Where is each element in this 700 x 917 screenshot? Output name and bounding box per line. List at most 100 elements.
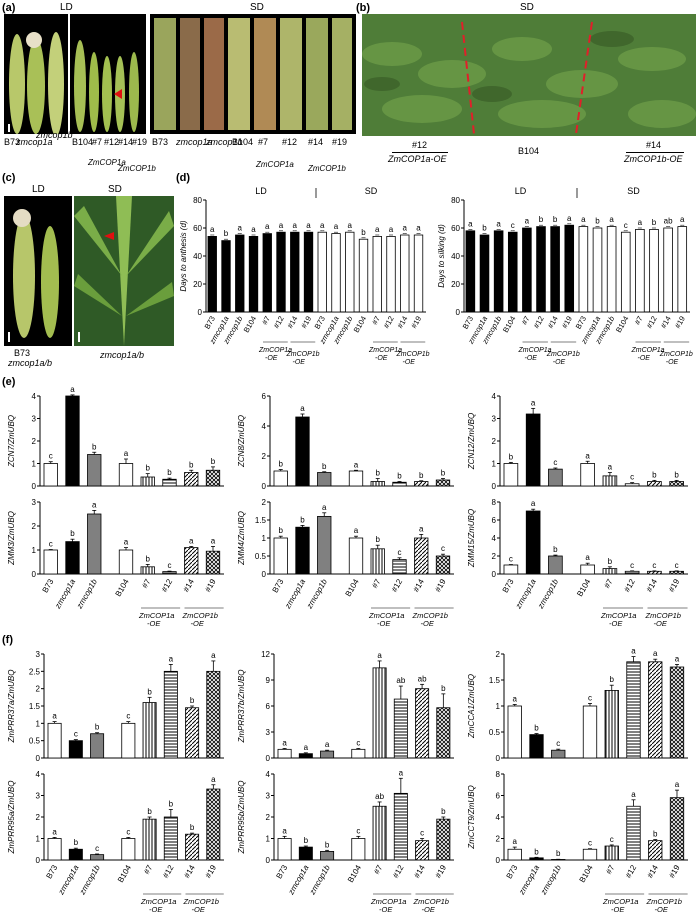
y-tick-label: 1 xyxy=(496,702,501,711)
significance-letter: b xyxy=(146,464,151,473)
bar xyxy=(140,566,155,575)
significance-letter: c xyxy=(630,561,634,570)
bar xyxy=(551,749,566,759)
significance-letter: a xyxy=(416,224,421,233)
bar xyxy=(582,705,598,759)
y-tick-label: 1 xyxy=(36,719,41,728)
y-tick-label: 0 xyxy=(32,570,37,579)
significance-letter: b xyxy=(441,807,446,816)
significance-letter: c xyxy=(630,473,634,482)
bar xyxy=(436,818,451,861)
bar xyxy=(317,231,327,313)
bar xyxy=(525,510,541,575)
bar xyxy=(317,515,332,575)
significance-letter: b xyxy=(553,545,558,554)
significance-letter: a xyxy=(631,647,636,656)
x-tick-label: #12 xyxy=(624,863,639,880)
group-label-b-oe: -OE xyxy=(655,905,669,914)
group-label-a: ZmCOP1a xyxy=(258,347,292,354)
panel-b-left-name: ZmCOP1a-OE xyxy=(388,154,447,164)
significance-letter: c xyxy=(675,561,679,570)
significance-letter: b xyxy=(482,224,487,233)
significance-letter: a xyxy=(496,219,501,228)
x-tick-label: #7 xyxy=(140,577,153,590)
y-tick-label: 80 xyxy=(193,196,202,205)
significance-letter: b xyxy=(419,471,424,480)
y-tick-label: 12 xyxy=(261,650,270,659)
bar xyxy=(578,226,589,313)
y-tick-label: 1.5 xyxy=(29,702,41,711)
significance-letter: c xyxy=(420,829,424,838)
y-tick-label: 2 xyxy=(32,522,37,531)
group-label-a: ZmCOP1a xyxy=(368,611,404,620)
group-label-b-oe: -OE xyxy=(421,619,435,628)
x-tick-label: #19 xyxy=(673,315,687,330)
significance-letter: a xyxy=(189,536,194,545)
significance-letter: a xyxy=(293,221,298,230)
panel-a-ld-label-8: #19 xyxy=(132,137,148,147)
group-label-a-oe: -OE xyxy=(147,619,161,628)
significance-letter: b xyxy=(146,554,151,563)
panel-a-ld-label-5: #7 xyxy=(92,137,103,147)
bar xyxy=(606,226,617,313)
bar xyxy=(118,463,134,487)
panel-a-letter: (a) xyxy=(2,2,16,14)
x-tick-label: #7 xyxy=(602,577,615,590)
significance-letter: b xyxy=(322,462,327,471)
significance-letter: a xyxy=(675,654,680,663)
bar xyxy=(320,750,335,759)
significance-letter: c xyxy=(588,839,592,848)
bar xyxy=(465,230,476,313)
significance-letter: a xyxy=(531,499,536,508)
panel-a-sd-label-5: #7 xyxy=(258,137,269,147)
y-tick-label: 0 xyxy=(496,856,501,865)
significance-letter: b xyxy=(189,460,194,469)
significance-letter: b xyxy=(190,696,195,705)
panel-c-label-2: zmcop1a/b xyxy=(8,358,53,368)
y-tick-label: 3 xyxy=(36,792,41,801)
significance-letter: b xyxy=(224,229,229,238)
group-label-a: ZmCOP1a xyxy=(518,347,552,354)
significance-letter: b xyxy=(539,215,544,224)
bar xyxy=(372,667,387,759)
panel-a-ld-photo-1 xyxy=(4,14,68,134)
bar xyxy=(290,231,300,313)
significance-letter: b xyxy=(652,218,657,227)
significance-letter: b xyxy=(652,470,657,479)
x-tick-label: zmcop1b xyxy=(307,863,332,897)
x-tick-label: B104 xyxy=(242,315,259,335)
panel-c-label-1: B73 xyxy=(14,348,31,358)
significance-letter: b xyxy=(147,687,152,696)
chart-zmm15: 0 2 4 6 8 ZMM15/ZmUBQ c B73 a zmcop1a b zmcop1b a B10… xyxy=(467,498,688,628)
bar xyxy=(592,227,603,313)
significance-letter: b xyxy=(376,535,381,544)
significance-letter: a xyxy=(531,398,536,407)
bar xyxy=(548,468,563,487)
bar xyxy=(604,690,619,759)
bar xyxy=(507,848,522,861)
x-tick-label: #14 xyxy=(412,863,427,880)
bar xyxy=(624,483,640,487)
bar xyxy=(648,840,663,861)
bar xyxy=(503,564,519,575)
bar xyxy=(262,233,272,313)
bar xyxy=(648,661,663,759)
y-tick-label: 6 xyxy=(496,792,501,801)
group-label-a: ZmCOP1a xyxy=(370,897,406,906)
significance-letter: ab xyxy=(375,792,384,801)
significance-letter: a xyxy=(70,386,75,394)
y-tick-label: 1.5 xyxy=(489,676,501,685)
y-tick-label: 80 xyxy=(451,196,460,205)
significance-letter: a xyxy=(124,538,129,547)
panel-a-sd-group-1: ZmCOP1a xyxy=(256,160,294,169)
x-tick-label: #12 xyxy=(390,577,405,594)
panel-a-ld-label-4: B104 xyxy=(72,137,94,147)
x-tick-label: B73 xyxy=(501,577,516,594)
x-tick-label: #19 xyxy=(667,863,682,880)
significance-letter: b xyxy=(70,529,75,538)
y-tick-label: 3 xyxy=(36,650,41,659)
bar xyxy=(522,227,532,313)
bar xyxy=(162,571,177,575)
bar xyxy=(529,857,544,861)
